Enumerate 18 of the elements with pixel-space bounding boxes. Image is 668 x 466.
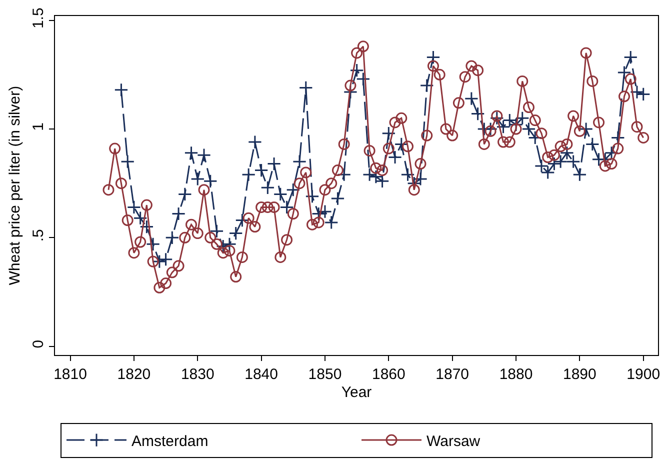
y-axis-title: Wheat price per liter (in silver) [6, 86, 24, 286]
x-tick-label: 1860 [372, 366, 406, 383]
x-tick-label: 1840 [244, 366, 278, 383]
x-tick-label: 1850 [308, 366, 342, 383]
x-tick-label: 1870 [436, 366, 470, 383]
y-tick-label: .5 [30, 229, 47, 242]
y-tick-label: 0 [30, 340, 47, 348]
x-tick-label: 1880 [499, 366, 533, 383]
y-tick-label: 1 [30, 122, 47, 131]
legend-label: Amsterdam [132, 432, 208, 450]
x-tick-label: 1900 [626, 366, 660, 383]
legend-label: Warsaw [426, 432, 480, 450]
x-tick-label: 1890 [562, 366, 596, 383]
x-tick-label: 1810 [54, 366, 87, 383]
x-tick-label: 1830 [180, 366, 214, 383]
y-tick-label: 1.5 [30, 8, 47, 29]
x-axis-title: Year [341, 384, 372, 401]
x-tick-label: 1820 [117, 366, 151, 383]
